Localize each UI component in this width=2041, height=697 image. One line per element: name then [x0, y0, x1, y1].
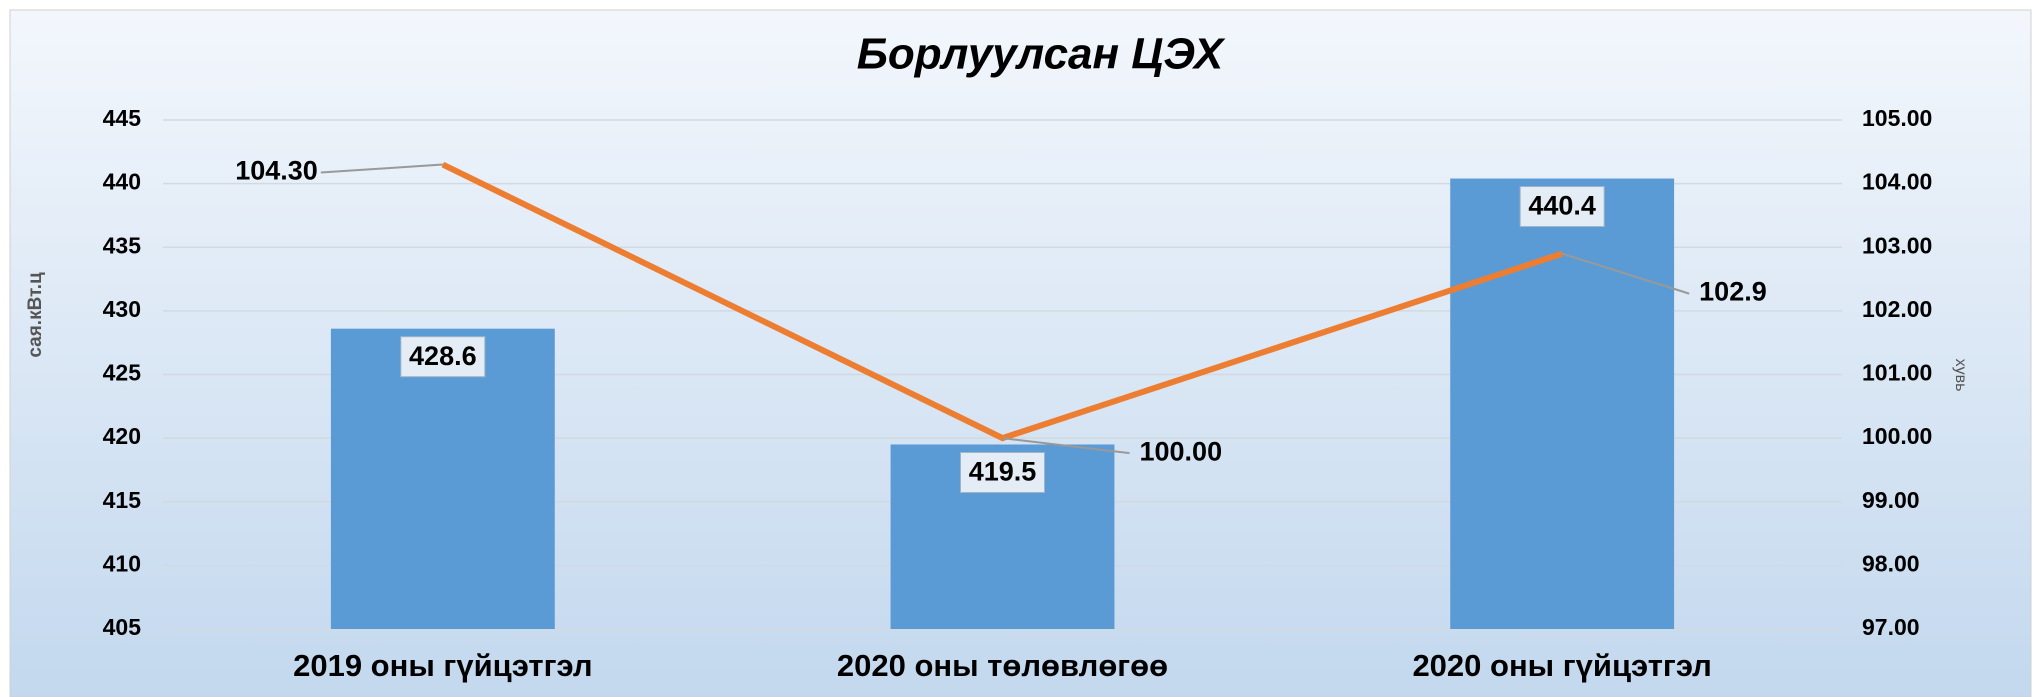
y-tick-label: 435: [103, 232, 142, 258]
data-label-box: [1519, 186, 1605, 228]
y2-tick-label: 98.00: [1862, 550, 1920, 576]
y2-tick-label: 101.00: [1862, 360, 1932, 386]
y2-tick-label: 102.00: [1862, 296, 1932, 322]
y2-tick-label: 104.00: [1862, 169, 1932, 195]
y2-tick-label: 103.00: [1862, 232, 1932, 258]
y2-tick-label: 100.00: [1862, 423, 1932, 449]
bar: [330, 328, 555, 629]
data-label-box: [400, 336, 486, 378]
y-tick-label: 440: [103, 169, 141, 195]
y2-tick-label: 105.00: [1862, 105, 1932, 131]
y-tick-label: 430: [103, 296, 141, 322]
y-tick-label: 425: [103, 360, 142, 386]
y-tick-label: 445: [103, 105, 142, 131]
x-tick-label: 2019 оны гүйцэтгэл: [293, 648, 592, 683]
y-tick-label: 415: [103, 487, 142, 513]
y2-axis-title: хувь: [1952, 359, 1969, 392]
y2-tick-label: 99.00: [1862, 487, 1920, 513]
y-tick-label: 405: [103, 614, 142, 640]
y-axis-title: сая.кВт.ц: [25, 272, 46, 358]
leader-line: [1002, 437, 1130, 455]
data-label: 100.00: [1140, 436, 1223, 466]
data-label: 440.4: [1528, 191, 1596, 221]
x-tick-label: 2020 оны гүйцэтгэл: [1412, 648, 1711, 683]
data-label: 102.9: [1699, 277, 1767, 307]
data-label: 419.5: [969, 457, 1037, 487]
data-label: 428.6: [409, 341, 477, 371]
leader-line: [1561, 252, 1690, 295]
bar: [1450, 178, 1675, 629]
data-label: 104.30: [235, 156, 318, 186]
x-tick-label: 2020 оны төлөвлөгөө: [837, 648, 1168, 683]
y-tick-label: 410: [103, 550, 141, 576]
leader-line: [320, 163, 443, 174]
y-tick-label: 420: [103, 423, 141, 449]
y2-tick-label: 97.00: [1862, 614, 1920, 640]
chart-title: Борлуулсан ЦЭХ: [857, 30, 1226, 79]
data-label-box: [960, 451, 1045, 493]
